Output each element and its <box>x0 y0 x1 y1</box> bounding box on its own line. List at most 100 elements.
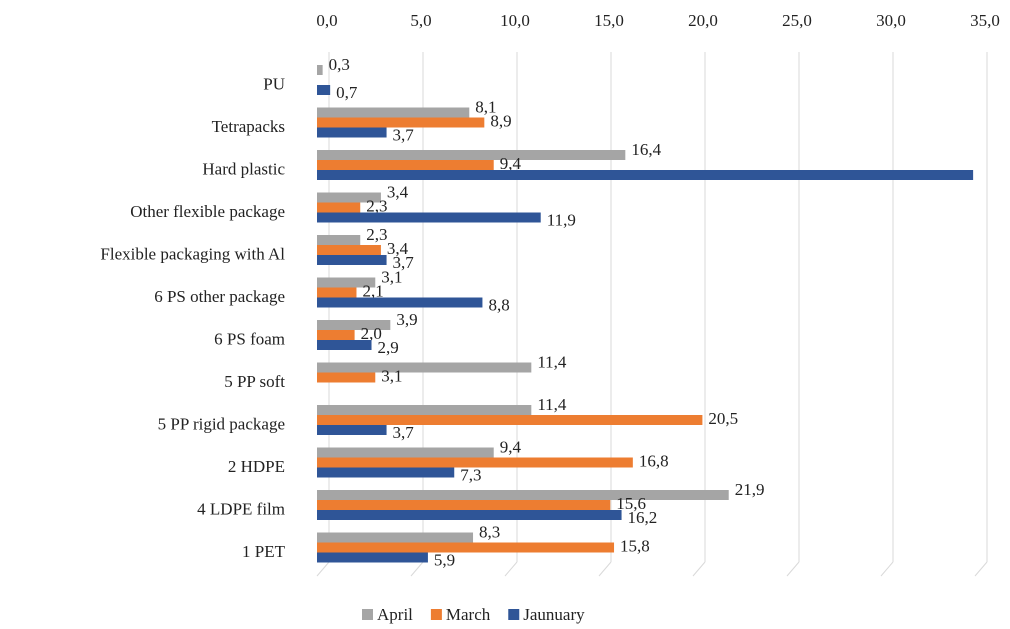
data-label: 8,3 <box>479 522 500 541</box>
legend-label: March <box>446 605 491 624</box>
data-label: 20,5 <box>708 409 738 428</box>
data-label: 9,4 <box>500 154 522 173</box>
y-tick-label: Tetrapacks <box>212 117 285 136</box>
y-tick-label: 5 PP soft <box>224 372 285 391</box>
y-tick-label: 6 PS foam <box>214 329 285 348</box>
bar <box>317 245 381 255</box>
legend-label: Jaunuary <box>523 605 585 624</box>
x-tick-label: 35,0 <box>970 11 1000 30</box>
x-tick-label: 15,0 <box>594 11 624 30</box>
data-label: 11,4 <box>537 352 567 371</box>
data-label: 2,9 <box>378 338 399 357</box>
data-label: 8,9 <box>490 111 511 130</box>
data-label: 3,7 <box>393 253 415 272</box>
bar <box>317 510 622 520</box>
data-label: 15,6 <box>616 494 646 513</box>
bar <box>317 362 532 373</box>
data-label: 3,9 <box>396 310 417 329</box>
bar <box>317 330 355 340</box>
x-tick-label: 0,0 <box>316 11 337 30</box>
bar <box>317 277 376 288</box>
bar <box>317 467 455 478</box>
grid-line <box>786 561 800 577</box>
data-label: 16,4 <box>631 140 661 159</box>
grid-line <box>410 561 424 577</box>
grid-line <box>598 561 612 577</box>
bar <box>317 287 357 298</box>
bar <box>317 552 428 563</box>
legend-swatch <box>430 609 442 620</box>
bar <box>317 170 974 180</box>
bar <box>317 150 626 160</box>
data-label: 3,1 <box>381 366 402 385</box>
data-label: 3,4 <box>387 239 409 258</box>
data-label: 2,3 <box>366 225 387 244</box>
bar <box>317 192 381 203</box>
data-label: 8,8 <box>488 295 509 314</box>
data-label: 16,8 <box>639 451 669 470</box>
data-label: 2,0 <box>361 324 382 343</box>
bar <box>317 107 470 118</box>
data-label: 2,3 <box>366 196 387 215</box>
data-label: 3,1 <box>381 267 402 286</box>
bar <box>317 320 391 330</box>
y-tick-label: Other flexible package <box>130 202 285 221</box>
data-label: 2,1 <box>362 281 383 300</box>
data-label: 21,9 <box>735 480 765 499</box>
legend-swatch <box>362 609 373 620</box>
grid-line <box>504 561 518 577</box>
bar <box>317 457 633 468</box>
y-tick-label: Hard plastic <box>202 159 285 178</box>
x-tick-label: 25,0 <box>782 11 812 30</box>
x-tick-label: 10,0 <box>500 11 530 30</box>
bar <box>317 127 387 138</box>
bar <box>317 532 474 543</box>
data-label: 0,7 <box>336 83 358 102</box>
data-label: 0,3 <box>329 55 350 74</box>
grid-line <box>974 561 988 577</box>
data-label: 11,4 <box>537 395 567 414</box>
data-label: 5,9 <box>434 550 455 569</box>
bar <box>317 542 615 553</box>
bar <box>317 500 611 510</box>
y-tick-label: 5 PP rigid package <box>158 414 285 433</box>
bar <box>317 255 387 265</box>
y-tick-label: Flexible packaging with Al <box>100 244 285 263</box>
data-label: 16,2 <box>628 508 658 527</box>
bar <box>317 65 323 75</box>
data-label: 7,3 <box>460 465 481 484</box>
data-label: 11,9 <box>547 210 576 229</box>
x-tick-label: 5,0 <box>410 11 431 30</box>
bar <box>317 490 729 500</box>
data-label: 9,4 <box>500 437 522 456</box>
bar <box>317 415 703 425</box>
bar <box>317 297 483 308</box>
y-tick-label: 6 PS other package <box>154 287 285 306</box>
bar <box>317 212 541 223</box>
y-tick-label: 1 PET <box>242 542 286 561</box>
grid-line <box>880 561 894 577</box>
data-label: 8,1 <box>475 97 496 116</box>
y-tick-label: 2 HDPE <box>228 457 285 476</box>
bar <box>317 202 361 213</box>
grid-line <box>692 561 706 577</box>
y-tick-label: 4 LDPE film <box>197 499 285 518</box>
bar <box>317 235 361 245</box>
bar <box>317 85 331 95</box>
bar <box>317 340 372 350</box>
legend-label: April <box>377 605 413 624</box>
legend-swatch <box>508 609 520 620</box>
data-label: 3,7 <box>393 423 415 442</box>
grid-line <box>316 561 330 577</box>
bar <box>317 372 376 383</box>
data-label: 3,7 <box>393 125 415 144</box>
bar <box>317 447 494 458</box>
bar <box>317 405 532 415</box>
data-label: 15,8 <box>620 536 650 555</box>
data-label: 3,4 <box>387 182 409 201</box>
bar <box>317 117 485 128</box>
bar <box>317 160 494 170</box>
y-tick-label: PU <box>263 74 285 93</box>
x-tick-label: 30,0 <box>876 11 906 30</box>
